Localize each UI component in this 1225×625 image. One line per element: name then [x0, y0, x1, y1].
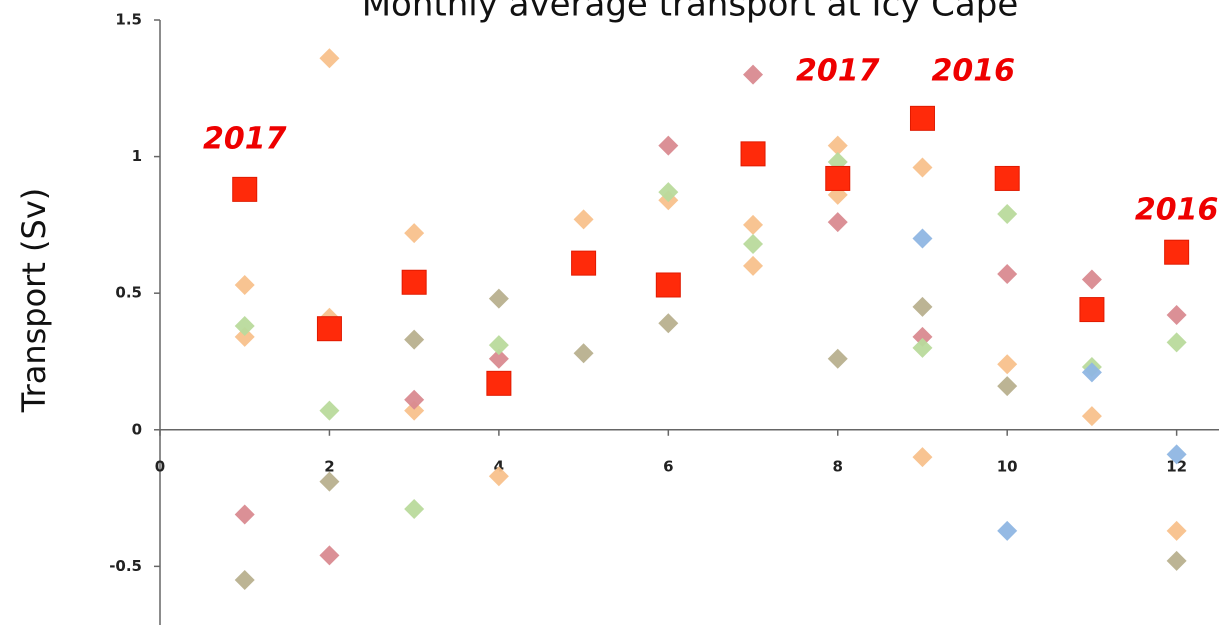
point	[655, 272, 681, 298]
point	[488, 288, 509, 309]
point	[827, 135, 848, 156]
point	[1081, 362, 1102, 383]
y-axis-label: Transport (Sv)	[15, 188, 53, 414]
point	[743, 64, 764, 85]
x-tick-label: 12	[1166, 457, 1187, 475]
point	[743, 214, 764, 235]
point	[1166, 444, 1187, 465]
point	[1081, 406, 1102, 427]
point	[488, 466, 509, 487]
y-tick-label: -0.5	[109, 557, 142, 575]
point	[658, 135, 679, 156]
point	[825, 165, 851, 191]
point	[401, 269, 427, 295]
y-tick-label: 0	[132, 420, 142, 438]
point	[1166, 520, 1187, 541]
y-tick-label: 1	[132, 147, 142, 165]
point	[234, 274, 255, 295]
point	[488, 335, 509, 356]
point	[319, 400, 340, 421]
point	[827, 348, 848, 369]
chart-title: Monthly average transport at Icy Cape	[362, 0, 1019, 25]
point	[743, 234, 764, 255]
annotation: 2016	[1135, 193, 1219, 228]
point	[488, 348, 509, 369]
point	[234, 315, 255, 336]
point	[319, 471, 340, 492]
point	[912, 157, 933, 178]
point	[404, 329, 425, 350]
point	[1164, 239, 1190, 265]
point	[486, 370, 512, 396]
point	[404, 400, 425, 421]
x-tick-label: 0	[155, 457, 165, 475]
point	[1079, 297, 1105, 323]
point	[912, 228, 933, 249]
x-tick-label: 2	[324, 457, 334, 475]
x-tick-label: 8	[833, 457, 843, 475]
point	[743, 255, 764, 276]
point	[997, 376, 1018, 397]
point	[997, 354, 1018, 375]
x-tick-label: 10	[997, 457, 1018, 475]
y-tick-label: 0.5	[115, 284, 142, 302]
annotation: 2017	[203, 122, 287, 157]
point	[740, 141, 766, 167]
point	[404, 498, 425, 519]
point	[319, 48, 340, 69]
point	[404, 389, 425, 410]
point	[994, 165, 1020, 191]
point	[909, 105, 935, 131]
point	[234, 326, 255, 347]
point	[997, 203, 1018, 224]
point	[1081, 269, 1102, 290]
point	[912, 326, 933, 347]
point	[658, 313, 679, 334]
y-tick-label: 1.5	[115, 11, 142, 29]
annotation: 2017	[796, 53, 880, 88]
point	[827, 212, 848, 233]
point	[1166, 550, 1187, 571]
point	[1166, 305, 1187, 326]
x-tick-label: 6	[663, 457, 673, 475]
point	[232, 176, 258, 202]
point	[1166, 332, 1187, 353]
point	[316, 316, 342, 342]
point	[658, 182, 679, 203]
point	[319, 545, 340, 566]
point	[234, 504, 255, 525]
point	[912, 296, 933, 317]
point	[571, 250, 597, 276]
point	[573, 343, 594, 364]
point	[997, 520, 1018, 541]
point	[573, 209, 594, 230]
point	[912, 447, 933, 468]
point	[912, 337, 933, 358]
annotation: 2016	[932, 53, 1016, 88]
point	[234, 570, 255, 591]
point	[404, 223, 425, 244]
point	[997, 264, 1018, 285]
